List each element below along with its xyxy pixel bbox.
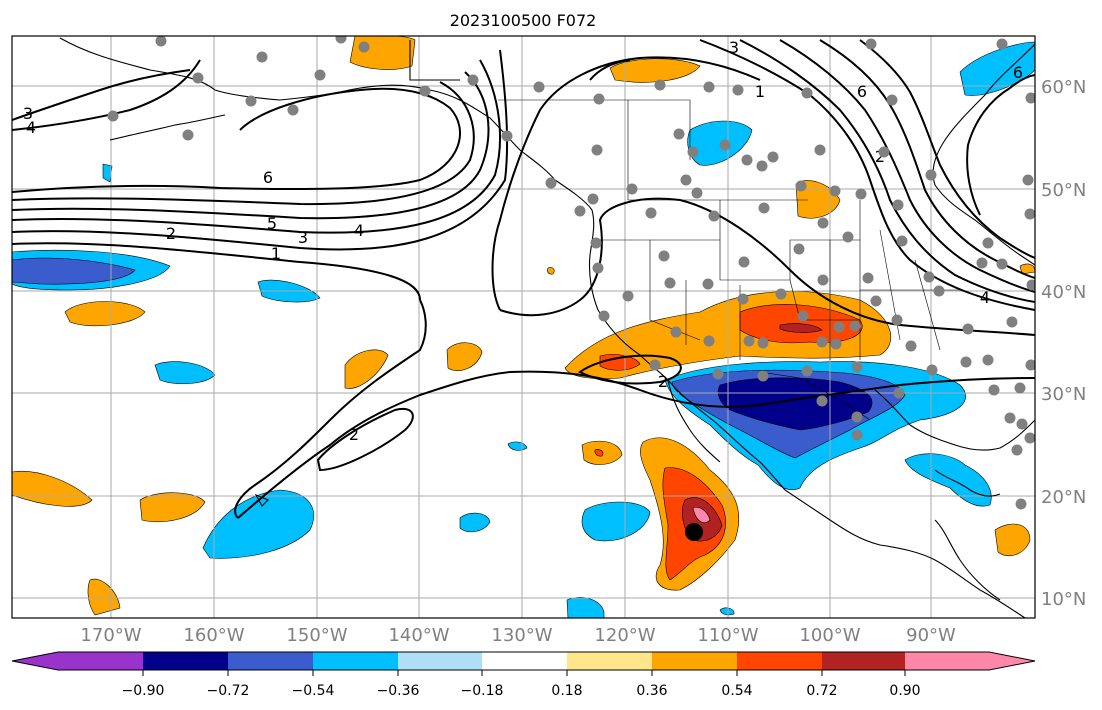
contour-label: 3	[23, 104, 33, 123]
political-borders	[498, 99, 960, 421]
latitude-labels: 60°N 50°N 40°N 30°N 20°N 10°N	[1041, 77, 1086, 610]
lat-label: 20°N	[1041, 487, 1086, 508]
colorbar-tick-label: 0.36	[636, 683, 667, 699]
longitude-labels: 170°W 160°W 150°W 140°W 130°W 120°W 110°…	[80, 625, 956, 646]
colorbar-segment	[12, 652, 58, 670]
contour-labels: 3 4 6 5 4 3 2 1 2 2 3 1 6 6 4 2	[23, 38, 1023, 444]
lon-label: 90°W	[906, 625, 956, 646]
contour-label: 4	[980, 288, 990, 307]
map-title: 2023100500 F072	[450, 11, 597, 30]
colorbar-segment	[143, 652, 228, 670]
lon-label: 130°W	[491, 625, 552, 646]
colorbar-segment	[737, 652, 822, 670]
lat-lon-grid	[12, 36, 1035, 618]
colorbar-segment	[228, 652, 313, 670]
lon-label: 160°W	[183, 625, 244, 646]
contour-label: 1	[755, 82, 765, 101]
lon-label: 110°W	[697, 625, 758, 646]
colorbar-tick-label: −0.90	[122, 683, 165, 699]
lon-label: 140°W	[388, 625, 449, 646]
colorbar-tick-label: −0.36	[377, 683, 420, 699]
contour-label: 1	[271, 244, 281, 263]
lon-label: 170°W	[80, 625, 141, 646]
contour-label: 2	[658, 372, 668, 391]
colorbar-tick-label: −0.18	[461, 683, 504, 699]
contour-label: 6	[263, 168, 273, 187]
colorbar-segment	[989, 652, 1035, 670]
colorbar-tick-label: −0.54	[292, 683, 335, 699]
contour-label: 3	[729, 38, 739, 57]
lat-label: 60°N	[1041, 77, 1086, 98]
colorbar-segment	[398, 652, 482, 670]
colorbar-tick-label: 0.90	[889, 683, 920, 699]
colorbar-outline	[11, 651, 1036, 671]
lat-label: 30°N	[1041, 384, 1086, 405]
lon-label: 120°W	[594, 625, 655, 646]
colorbar-tick-label: 0.54	[721, 683, 752, 699]
coastlines	[59, 37, 1035, 618]
contour-label: 6	[1013, 63, 1023, 82]
lon-label: 150°W	[286, 625, 347, 646]
colorbar-segment	[567, 652, 652, 670]
contour-label: 2	[349, 425, 359, 444]
map-frame	[11, 35, 1036, 619]
lat-label: 40°N	[1041, 282, 1086, 303]
colorbar-segment	[313, 652, 398, 670]
contour-label: 2	[166, 224, 176, 243]
contour-label: 4	[354, 221, 364, 240]
colorbar-tick-label: −0.72	[207, 683, 250, 699]
highlight-marker	[685, 523, 703, 541]
colorbar-segment	[905, 652, 989, 670]
colorbar-segment	[58, 652, 143, 670]
lat-label: 50°N	[1041, 180, 1086, 201]
station-markers	[107, 36, 1035, 510]
lon-label: 100°W	[799, 625, 860, 646]
colorbar-segment	[482, 652, 567, 670]
map-area: 3 4 6 5 4 3 2 1 2 2 3 1 6 6 4 2	[12, 36, 1035, 618]
contour-label: 2	[875, 147, 885, 166]
colorbar-tick-label: 0.18	[551, 683, 582, 699]
colorbar-tick-label: 0.72	[806, 683, 837, 699]
colorbar-segment	[822, 652, 905, 670]
contour-label: 3	[298, 228, 308, 247]
contour-label: 4	[26, 118, 36, 137]
lat-label: 10°N	[1041, 589, 1086, 610]
colorbar: −0.90 −0.72 −0.54 −0.36 −0.18 0.18 0.36 …	[11, 651, 1036, 699]
colorbar-segment	[652, 652, 737, 670]
contour-label: 5	[267, 214, 277, 233]
contour-label: 6	[857, 82, 867, 101]
